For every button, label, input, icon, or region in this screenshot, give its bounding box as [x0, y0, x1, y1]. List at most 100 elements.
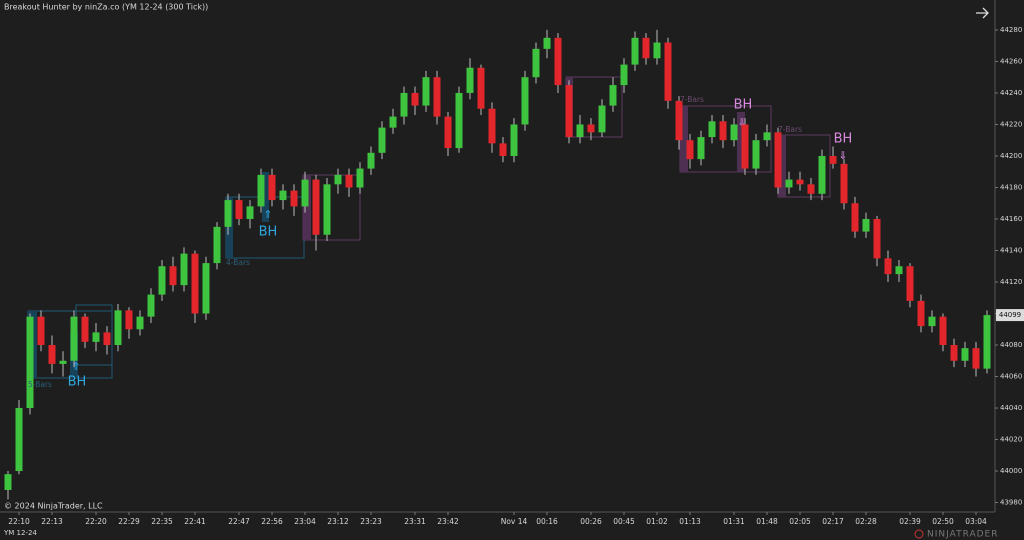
- nav-arrow[interactable]: [976, 7, 989, 19]
- zone-fill: [226, 197, 233, 258]
- signal-arrows: ⇑ ⇑ ⇓ ⇓: [71, 116, 847, 373]
- signal-label: BH: [834, 132, 853, 147]
- candle-body: [323, 184, 331, 235]
- candle-body: [477, 67, 485, 109]
- candle-body: [752, 140, 760, 169]
- candle-body: [345, 174, 353, 188]
- x-tick-label: 23:04: [294, 517, 316, 526]
- candle-body: [334, 174, 342, 185]
- down-arrow: ⇓: [737, 116, 746, 129]
- candle-body: [939, 316, 947, 346]
- y-tick-label: 44020: [1000, 436, 1022, 444]
- x-tick-label: 22:47: [228, 517, 250, 526]
- candle-body: [686, 140, 694, 160]
- candle-body: [70, 316, 78, 361]
- candle-body: [37, 316, 45, 346]
- candle-body: [961, 348, 969, 361]
- candle-body: [565, 85, 573, 138]
- signal-label: BH: [259, 225, 278, 240]
- x-tick-label: 02:17: [822, 517, 844, 526]
- candle-body: [774, 132, 782, 188]
- x-tick-label: 23:23: [360, 517, 382, 526]
- candle-body: [455, 92, 463, 149]
- candle-body: [235, 200, 243, 219]
- candle-body: [631, 37, 639, 65]
- candle-body: [950, 345, 958, 361]
- candle-body: [642, 37, 650, 59]
- candle-body: [356, 168, 364, 188]
- candle-body: [653, 42, 661, 59]
- candle-body: [785, 179, 793, 188]
- x-tick-label: 22:13: [41, 517, 63, 526]
- candle-body: [818, 155, 826, 194]
- y-tick-label: 43980: [1000, 499, 1022, 507]
- candle-body: [422, 77, 430, 106]
- candle-body: [411, 92, 419, 106]
- candle-body: [26, 316, 34, 409]
- y-tick-label: 44240: [1000, 89, 1022, 97]
- candle-body: [301, 179, 309, 207]
- candle-body: [488, 108, 496, 144]
- candle-body: [158, 266, 166, 295]
- chart-title: Breakout Hunter by ninZa.co (YM 12-24 (3…: [4, 3, 208, 12]
- x-tick-label: 22:35: [151, 517, 173, 526]
- x-tick-label: 02:05: [789, 517, 811, 526]
- zone-fill: [262, 172, 269, 222]
- candle-body: [257, 174, 265, 207]
- y-tick-label: 44000: [1000, 467, 1022, 475]
- candle-body: [895, 266, 903, 275]
- candle-body: [873, 218, 881, 259]
- candle-body: [554, 37, 562, 86]
- candle-body: [180, 253, 188, 286]
- candle-body: [983, 315, 991, 369]
- candle-body: [521, 77, 529, 125]
- up-arrow: ⇑: [71, 360, 80, 373]
- candle-body: [675, 100, 683, 141]
- down-arrow: ⇓: [838, 149, 847, 162]
- y-tick-label: 44040: [1000, 404, 1022, 412]
- x-tick-label: 01:48: [756, 517, 778, 526]
- x-tick-label: 02:39: [899, 517, 921, 526]
- x-tick-label: Nov 14: [501, 517, 528, 526]
- candle-body: [246, 206, 254, 219]
- x-tick-label: 02:28: [855, 517, 877, 526]
- instrument-label: YM 12-24: [3, 529, 37, 537]
- candle-body: [81, 316, 89, 342]
- last-price-label: 44099: [999, 311, 1021, 319]
- x-tick-label: 22:29: [118, 517, 140, 526]
- candle-body: [136, 316, 144, 330]
- bars-label: 4-Bars: [226, 258, 250, 267]
- x-tick-label: 00:16: [536, 517, 558, 526]
- candle-body: [708, 121, 716, 138]
- y-tick-label: 44140: [1000, 246, 1022, 254]
- y-tick-label: 44200: [1000, 152, 1022, 160]
- candle-body: [433, 77, 441, 117]
- x-tick-label: 22:10: [8, 517, 30, 526]
- last-price-box: [996, 309, 1024, 322]
- y-tick-label: 44080: [1000, 341, 1022, 349]
- candle-body: [796, 179, 804, 185]
- x-tick-label: 23:12: [327, 517, 349, 526]
- candle-body: [598, 105, 606, 133]
- candle-body: [268, 174, 276, 201]
- candle-body: [851, 203, 859, 232]
- x-tick-label: 03:04: [965, 517, 987, 526]
- up-arrow: ⇑: [263, 208, 272, 221]
- candle-body: [862, 218, 870, 232]
- candle-body: [928, 316, 936, 327]
- candle-body: [48, 345, 56, 364]
- candle-body: [389, 116, 397, 128]
- candle-body: [906, 266, 914, 301]
- candle-body: [191, 253, 199, 314]
- y-tick-label: 44180: [1000, 183, 1022, 191]
- candle-body: [807, 184, 815, 194]
- candle-body: [125, 310, 133, 330]
- candle-body: [609, 85, 617, 106]
- candle-body: [213, 226, 221, 264]
- candle-body: [510, 124, 518, 156]
- candle-body: [532, 48, 540, 78]
- signal-label: BH: [734, 98, 753, 113]
